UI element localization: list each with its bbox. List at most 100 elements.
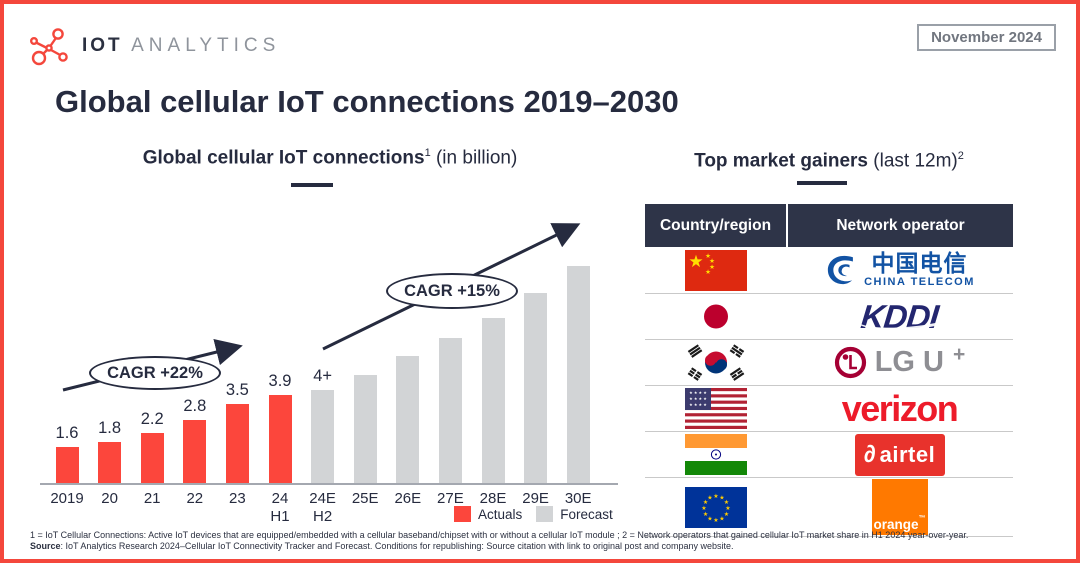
bar-value-label: 1.8 — [98, 419, 122, 437]
brand-name-light: ANALYTICS — [131, 35, 281, 56]
flag-india-icon — [684, 434, 747, 475]
bar-20 — [98, 442, 122, 483]
bar-25E — [353, 375, 377, 483]
x-axis-tick-label: 27E — [437, 490, 464, 507]
bar-value-label: 4+ — [313, 367, 332, 385]
flag-japan-icon — [684, 296, 747, 337]
svg-text:★: ★ — [705, 268, 711, 276]
footnote-definitions: 1 = IoT Cellular Connections: Active IoT… — [30, 530, 969, 540]
bar-23 — [225, 404, 249, 483]
legend-item-actuals: Actuals — [454, 506, 522, 522]
svg-text:★ ★ ★ ★: ★ ★ ★ ★ — [689, 390, 707, 395]
column-header-operator: Network operator — [788, 204, 1013, 247]
china-telecom-cjk-text: 中国电信 — [871, 250, 968, 276]
bar-value-label: 2.2 — [140, 410, 164, 428]
chart-legend: Actuals Forecast — [454, 506, 613, 522]
brand-logo: IOT ANALYTICS — [28, 26, 280, 66]
connections-chart: Global cellular IoT connections1 (in bil… — [40, 147, 620, 551]
x-axis-tick-label: 21 — [143, 490, 161, 507]
svg-text:★: ★ — [713, 493, 718, 500]
x-axis-line — [40, 483, 618, 485]
flag-china-icon: ★ ★ ★ ★ ★ — [684, 249, 747, 291]
plot-area: 1.6 2019 1.8 20 2.2 21 2.8 22 3.5 23 3.9 24 H1 4+ 24E H… — [40, 147, 620, 551]
x-axis-tick-label: 23 — [229, 490, 246, 507]
title-underline — [797, 181, 847, 185]
table-row: LG U + — [645, 340, 1013, 386]
svg-text:★: ★ — [701, 505, 706, 512]
china-telecom-symbol-icon — [827, 255, 854, 285]
legend-label-forecast: Forecast — [560, 506, 613, 522]
lg-uplus-plus: + — [953, 342, 966, 366]
svg-text:★: ★ — [725, 505, 730, 512]
bar-26E — [396, 356, 420, 483]
orange-text: orange™ — [873, 515, 926, 532]
bar-21 — [140, 433, 164, 483]
lg-uplus-text: LG U — [874, 346, 944, 378]
kddi-logo: KDDI — [851, 284, 980, 336]
svg-text:★: ★ — [713, 517, 718, 524]
gainers-title-rest: (last 12m) — [868, 150, 958, 172]
bar-2019 — [55, 447, 79, 483]
footnotes: 1 = IoT Cellular Connections: Active IoT… — [30, 530, 1050, 552]
x-axis-tick-label: 26E — [394, 490, 422, 507]
flag-eu-icon: ★ ★★★★★★★★★★★ — [684, 486, 747, 528]
table-row: KDDI — [645, 284, 1013, 340]
x-axis-tick-label: 28E — [479, 490, 507, 507]
date-badge: November 2024 — [917, 24, 1056, 51]
chart-title-bold: Global cellular IoT connections — [142, 147, 425, 169]
x-axis-tick-label: 24 — [271, 490, 289, 507]
x-axis-tick-label: 24E — [309, 490, 336, 507]
x-axis-tick-label: H2 — [313, 508, 333, 525]
bar-value-label: 3.5 — [225, 381, 249, 399]
gainers-title-footnote-marker: 2 — [957, 150, 964, 162]
verizon-logo: verizon — [841, 387, 959, 429]
x-axis-tick-label: 25E — [351, 490, 379, 507]
svg-text:★: ★ — [707, 515, 712, 522]
x-axis-tick-label: H1 — [270, 508, 290, 525]
flag-south-korea-icon — [684, 342, 747, 383]
svg-text:★: ★ — [702, 511, 707, 518]
svg-text:★: ★ — [723, 511, 728, 518]
chart-title-rest: (in billion) — [430, 147, 518, 169]
svg-text:★: ★ — [709, 257, 715, 265]
legend-swatch-actuals — [454, 506, 471, 522]
gainers-title-bold: Top market gainers — [694, 150, 868, 172]
bar-24-H1 — [268, 395, 292, 483]
lg-uplus-logo: LG U + — [834, 342, 966, 379]
svg-text:★ ★ ★ ★: ★ ★ ★ ★ — [689, 402, 707, 407]
svg-text:★: ★ — [705, 252, 711, 260]
market-gainers-table: Country/region Network operator ★ ★ ★ ★ … — [645, 204, 1013, 537]
bar-value-label: 1.6 — [55, 424, 79, 442]
lg-symbol-icon — [834, 346, 866, 379]
chart-title-footnote-marker: 1 — [424, 147, 431, 159]
gainers-title: Top market gainers (last 12m)2 — [645, 150, 1013, 172]
svg-text:★: ★ — [707, 494, 712, 501]
legend-swatch-forecast — [536, 506, 554, 522]
x-axis-tick-label: 22 — [186, 490, 204, 507]
chart-title: Global cellular IoT connections1 (in bil… — [40, 147, 620, 169]
svg-text:★: ★ — [719, 515, 724, 522]
x-axis-tick-label: 30E — [564, 490, 592, 507]
kddi-text: KDDI — [859, 297, 940, 335]
source-text: : IoT Analytics Research 2024–Cellular I… — [60, 541, 734, 551]
table-row: ★ ★ ★ ★ ★ ★ ★ ★ ★ ★ ★ ★ orange™ — [645, 478, 1013, 537]
x-axis-tick-label: 2019 — [50, 490, 84, 507]
footnote-source: Source: IoT Analytics Research 2024–Cell… — [30, 541, 1050, 552]
bar-value-label: 2.8 — [183, 397, 207, 415]
orange-logo: orange™ — [871, 479, 928, 535]
china-telecom-subtext: CHINA TELECOM — [864, 276, 975, 288]
bar-30E — [566, 266, 590, 483]
bar-29E — [524, 293, 548, 483]
china-telecom-logo: 中国电信 CHINA TELECOM — [824, 252, 975, 288]
iot-analytics-molecule-icon — [30, 28, 68, 66]
bar-28E — [481, 318, 505, 483]
svg-text:★: ★ — [702, 499, 707, 506]
bar-value-label: 3.9 — [268, 372, 292, 390]
page-title: Global cellular IoT connections 2019–203… — [55, 84, 679, 119]
airtel-text: airtel — [879, 441, 936, 467]
table-row: ∂ airtel — [645, 432, 1013, 478]
top-market-gainers-section: Top market gainers (last 12m)2 Country/r… — [645, 150, 1013, 537]
svg-text:★: ★ — [723, 499, 728, 506]
brand-name-bold: IOT — [82, 35, 123, 56]
